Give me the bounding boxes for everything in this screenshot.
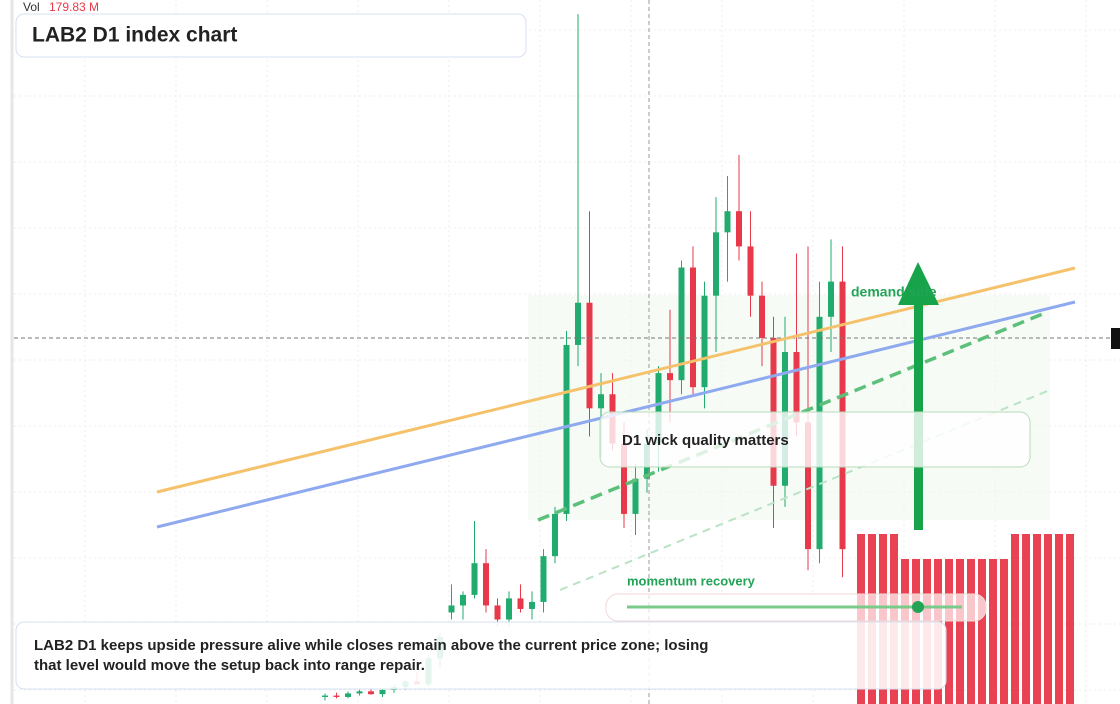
candle-body [621, 443, 627, 514]
volume-bar [1033, 534, 1041, 704]
candle-body [460, 594, 466, 606]
candle-body [632, 478, 639, 514]
arrow-head [898, 262, 939, 305]
volume-value: 179.83 M [49, 0, 99, 14]
candle-body [379, 689, 386, 695]
candle-body [529, 601, 535, 609]
candle-body [586, 302, 593, 409]
candle-body [701, 295, 708, 388]
volume-bar [1055, 534, 1063, 704]
candle-body [655, 373, 662, 444]
candle-body [690, 267, 696, 388]
candle-body [333, 695, 340, 697]
volume-bar [978, 559, 986, 704]
volume-bar [956, 559, 964, 704]
candle-body [598, 394, 604, 409]
candle-body [713, 232, 719, 296]
candle-body [828, 281, 834, 317]
candle-body [448, 605, 455, 613]
callout [599, 411, 1031, 468]
price-tag [1111, 328, 1120, 349]
candle-body [575, 302, 581, 345]
candle-body [563, 344, 570, 514]
candle-body [805, 422, 811, 550]
candle-body [356, 691, 363, 694]
candle-body [322, 695, 328, 697]
candle-body [540, 556, 547, 602]
volume-bar [1044, 534, 1052, 704]
candle-body [471, 563, 478, 595]
candle-body [747, 246, 754, 296]
volume-bar [989, 559, 997, 704]
note-wrap: LAB2 D1 keeps upside pressure alive whil… [34, 637, 709, 674]
annotation: D1 wick quality matters [622, 432, 789, 449]
candle-body [736, 211, 742, 247]
volume-bar [945, 559, 953, 704]
candle-body [494, 605, 501, 620]
candle-body [759, 295, 765, 338]
candle-body [483, 563, 489, 606]
candle-body [724, 211, 731, 233]
title: LAB2 D1 index chart [32, 24, 237, 47]
candle-body [667, 373, 673, 381]
candle-body [517, 598, 524, 609]
slider-knob [912, 601, 924, 613]
candle-body [345, 693, 351, 697]
annotation: momentum recovery [627, 573, 756, 588]
candle-body [506, 598, 512, 620]
volume-bar [967, 559, 975, 704]
volume-label: Vol [23, 0, 40, 14]
candle-body [793, 352, 800, 423]
volume-bar [1011, 534, 1019, 704]
volume-bar [1066, 534, 1074, 704]
title-box [15, 13, 527, 58]
candle-body [552, 513, 558, 557]
candle-body [368, 691, 374, 695]
volume-bar [1022, 534, 1030, 704]
annotation: demand side [851, 284, 937, 300]
volume-bar [1000, 559, 1008, 704]
note-box [15, 621, 947, 690]
note: LAB2 D1 keeps upside pressure alive whil… [34, 637, 709, 674]
candle-body [678, 267, 685, 381]
